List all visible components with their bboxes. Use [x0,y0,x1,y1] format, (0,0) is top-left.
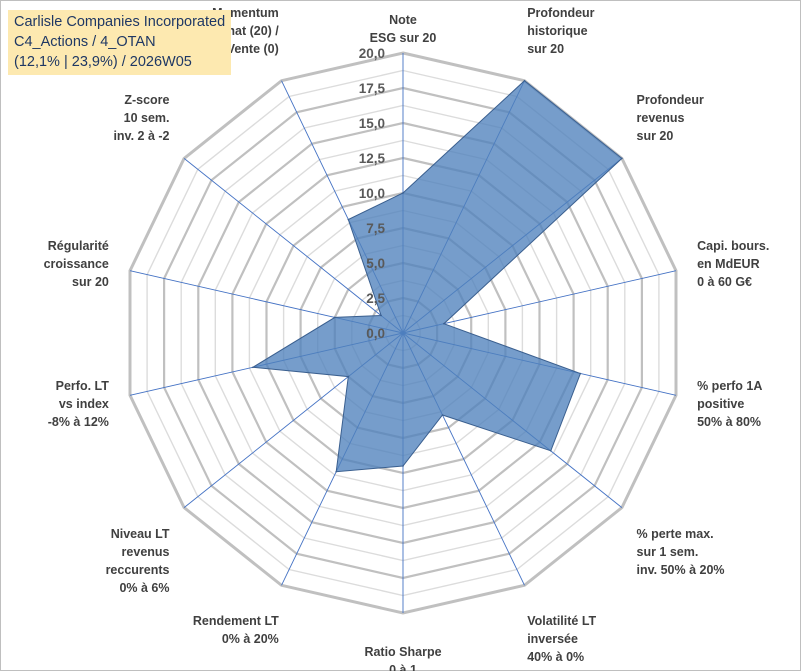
tick-label: 5,0 [366,256,385,271]
axis-label-line: Ratio Sharpe [364,645,441,659]
axis-label: Volatilité LT inversée 40% à 0% [527,614,596,664]
series-point [334,316,336,319]
axis-label: Niveau LT revenus reccurents 0% à 6% [106,527,170,595]
axis-label-line: sur 20 [72,275,109,289]
series-point [347,375,350,378]
axis-label-line: en MdEUR [697,257,760,271]
axis-label-line: vs index [59,397,109,411]
tick-label: 2,5 [366,291,385,306]
axis-label: Rendement LT 0% à 20% [193,614,279,646]
series-point [347,218,350,221]
axis-label-line: Profondeur [637,93,704,107]
chart-title-box: Carlisle Companies Incorporated C4_Actio… [8,10,232,75]
portfolio-name: C4_Actions / 4_OTAN [14,34,156,50]
axis-label-line: Note [389,13,417,27]
performance-summary: (12,1% | 23,9%) / 2026W05 [14,54,192,70]
series-point [579,372,582,375]
axis-label-line: sur 1 sem. [637,545,699,559]
series-area [251,80,623,473]
axis-label: % perte max. sur 1 sem. inv. 50% à 20% [637,527,725,577]
axis-label-line: Volatilité LT [527,614,596,628]
axis-label-line: Niveau LT [111,527,170,541]
axis-label-line: Rendement LT [193,614,279,628]
axis-label-line: sur 20 [527,42,564,56]
series-point [402,192,404,194]
tick-label: 7,5 [366,221,385,236]
axis-label-line: Capi. bours. [697,239,769,253]
series-point [621,157,623,160]
radar-series [251,79,623,473]
axis-label-line: sur 20 [637,129,674,143]
axis-label: Capi. bours. en MdEUR 0 à 60 G€ [697,239,769,289]
axis-label: Profondeur historique sur 20 [527,6,594,56]
axis-label-line: -8% à 12% [48,415,109,429]
axis-label-line: positive [697,397,744,411]
axis-label: Profondeur revenus sur 20 [637,93,704,143]
tick-label: 15,0 [359,116,385,131]
tick-label: 20,0 [359,46,385,61]
tick-label: 12,5 [359,151,386,166]
axis-label-line: Z-score [124,93,169,107]
series-point [252,366,254,369]
axis-label-line: Perfo. LT [56,379,110,393]
axis-label-line: Régularité [48,239,109,253]
axis-label: Note ESG sur 20 [370,13,437,45]
axis-label: Régularité croissance sur 20 [44,239,109,289]
axis-label-line: 50% à 80% [697,415,761,429]
axis-label: Ratio Sharpe 0 à 1 [364,645,441,671]
axis-label-line: Vente (0) [227,42,279,56]
axis-label-line: historique [527,24,587,38]
series-point [335,470,338,473]
axis-label-line: revenus [122,545,170,559]
axis-label: Z-score 10 sem. inv. 2 à -2 [113,93,169,143]
radar-spoke [183,158,404,334]
axis-label-line: Profondeur [527,6,594,20]
company-name: Carlisle Companies Incorporated [14,14,226,30]
axis-label-line: ESG sur 20 [370,31,437,45]
axis-label: % perfo 1A positive 50% à 80% [697,379,762,429]
series-point [523,79,526,82]
axis-label-line: 40% à 0% [527,650,584,664]
axis-label-line: reccurents [106,563,170,577]
axis-label-line: % perfo 1A [697,379,762,393]
radar-spoke [402,270,677,334]
axis-label-line: % perte max. [637,527,714,541]
axis-label-line: croissance [44,257,109,271]
tick-label: 17,5 [359,81,386,96]
series-point [441,414,444,416]
series-point [550,450,552,452]
axis-label-line: inv. 2 à -2 [113,129,169,143]
series-point [402,465,404,467]
series-point [380,314,382,317]
axis-label-line: 0 à 60 G€ [697,275,752,289]
axis-label-line: inv. 50% à 20% [637,563,725,577]
series-point [443,322,445,325]
radar-tick-labels: 0,0 2,5 5,0 7,5 10,0 12,5 15,0 17,5 20,0 [359,46,386,341]
tick-label: 10,0 [359,186,385,201]
axis-label-line: 10 sem. [124,111,170,125]
axis-label-line: 0 à 1 [389,663,417,671]
axis-label-line: revenus [637,111,685,125]
axis-label: Perfo. LT vs index -8% à 12% [48,379,110,429]
tick-label: 0,0 [366,326,385,341]
radar-axis-labels: Note ESG sur 20 Profondeur historique sur 20… [44,6,770,671]
axis-label-line: inversée [527,632,578,646]
axis-label-line: 0% à 20% [222,632,279,646]
axis-label-line: 0% à 6% [119,581,169,595]
